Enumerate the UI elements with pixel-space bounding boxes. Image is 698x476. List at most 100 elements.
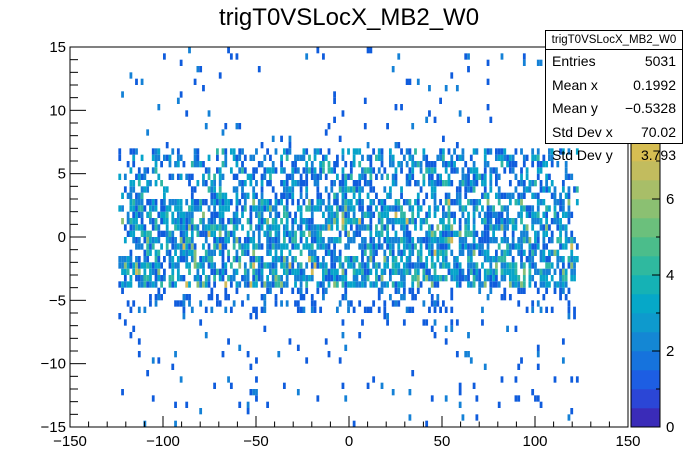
heatmap-cell [263,262,267,269]
heatmap-cell [174,281,177,288]
heatmap-cell [394,173,398,180]
heatmap-cell [294,154,297,161]
heatmap-cell [528,249,532,256]
heatmap-cell [347,230,350,237]
heatmap-cell [520,180,523,187]
heatmap-cell [179,91,183,98]
heatmap-cell [168,230,172,237]
heatmap-cell [559,199,562,206]
heatmap-cell [506,268,509,275]
heatmap-cell [467,116,470,123]
heatmap-cell [154,205,158,212]
heatmap-cell [310,173,314,180]
heatmap-cell [232,275,236,282]
heatmap-cell [363,123,367,130]
heatmap-cell [564,211,568,218]
heatmap-cell [266,230,270,237]
heatmap-cell [313,167,317,174]
heatmap-cell [335,306,339,313]
heatmap-cell [151,167,155,174]
heatmap-cell [386,211,389,218]
heatmap-cell [291,256,295,263]
palette-segment [631,294,660,314]
heatmap-cell [553,186,557,193]
heatmap-cell [344,173,348,180]
heatmap-cell [397,205,401,212]
heatmap-cell [341,218,345,225]
heatmap-cell [294,237,297,244]
heatmap-cell [469,281,473,288]
heatmap-cell [335,192,339,199]
heatmap-cell [269,154,272,161]
heatmap-cell [302,243,306,250]
heatmap-cell [260,256,264,263]
heatmap-cell [280,287,283,294]
heatmap-cell [386,230,389,237]
heatmap-cell [556,237,560,244]
heatmap-cell [132,325,136,332]
heatmap-cell [296,205,300,212]
heatmap-cell [405,78,409,85]
heatmap-cell [238,281,242,288]
heatmap-cell [123,173,127,180]
heatmap-cell [447,161,451,168]
heatmap-cell [472,249,476,256]
stats-row: Mean x 0.1992 [546,74,682,98]
heatmap-cell [249,218,253,225]
heatmap-cell [232,148,236,155]
heatmap-cell [271,237,275,244]
heatmap-cell [361,167,364,174]
heatmap-cell [430,262,434,269]
heatmap-cell [405,173,409,180]
heatmap-cell [564,294,568,301]
heatmap-cell [305,243,309,250]
heatmap-cell [190,237,194,244]
heatmap-cell [411,123,415,130]
heatmap-cell [455,142,459,149]
heatmap-cell [500,376,504,383]
heatmap-cell [559,224,562,231]
heatmap-cell [430,249,434,256]
heatmap-cell [450,154,454,161]
heatmap-cell [548,154,551,161]
heatmap-cell [294,180,297,187]
heatmap-cell [531,154,535,161]
heatmap-cell [400,224,403,231]
heatmap-cell [394,237,398,244]
heatmap-cell [157,211,161,218]
heatmap-cell [517,237,521,244]
heatmap-cell [517,275,521,282]
heatmap-cell [561,148,565,155]
heatmap-cell [229,382,233,389]
heatmap-cell [132,186,136,193]
heatmap-cell [335,218,339,225]
heatmap-cell [280,161,283,168]
heatmap-cell [199,281,203,288]
heatmap-cell [126,256,130,263]
heatmap-cell [450,294,454,301]
palette-segment [631,370,660,390]
heatmap-cell [196,205,200,212]
heatmap-cell [495,167,498,174]
heatmap-cell [372,281,376,288]
heatmap-cell [500,211,504,218]
heatmap-cell [129,275,133,282]
heatmap-cell [400,192,403,199]
heatmap-cell [221,249,225,256]
heatmap-cell [123,262,127,269]
heatmap-cell [221,192,225,199]
heatmap-cell [271,161,275,168]
heatmap-cell [522,275,526,282]
heatmap-cell [271,256,275,263]
heatmap-cell [536,167,540,174]
heatmap-cell [514,161,518,168]
heatmap-cell [327,268,331,275]
heatmap-cell [455,319,459,326]
heatmap-cell [497,218,501,225]
heatmap-cell [299,294,303,301]
heatmap-cell [188,262,191,269]
heatmap-cell [492,205,496,212]
palette-segment [631,313,660,333]
heatmap-cell [294,243,297,250]
heatmap-cell [271,224,275,231]
